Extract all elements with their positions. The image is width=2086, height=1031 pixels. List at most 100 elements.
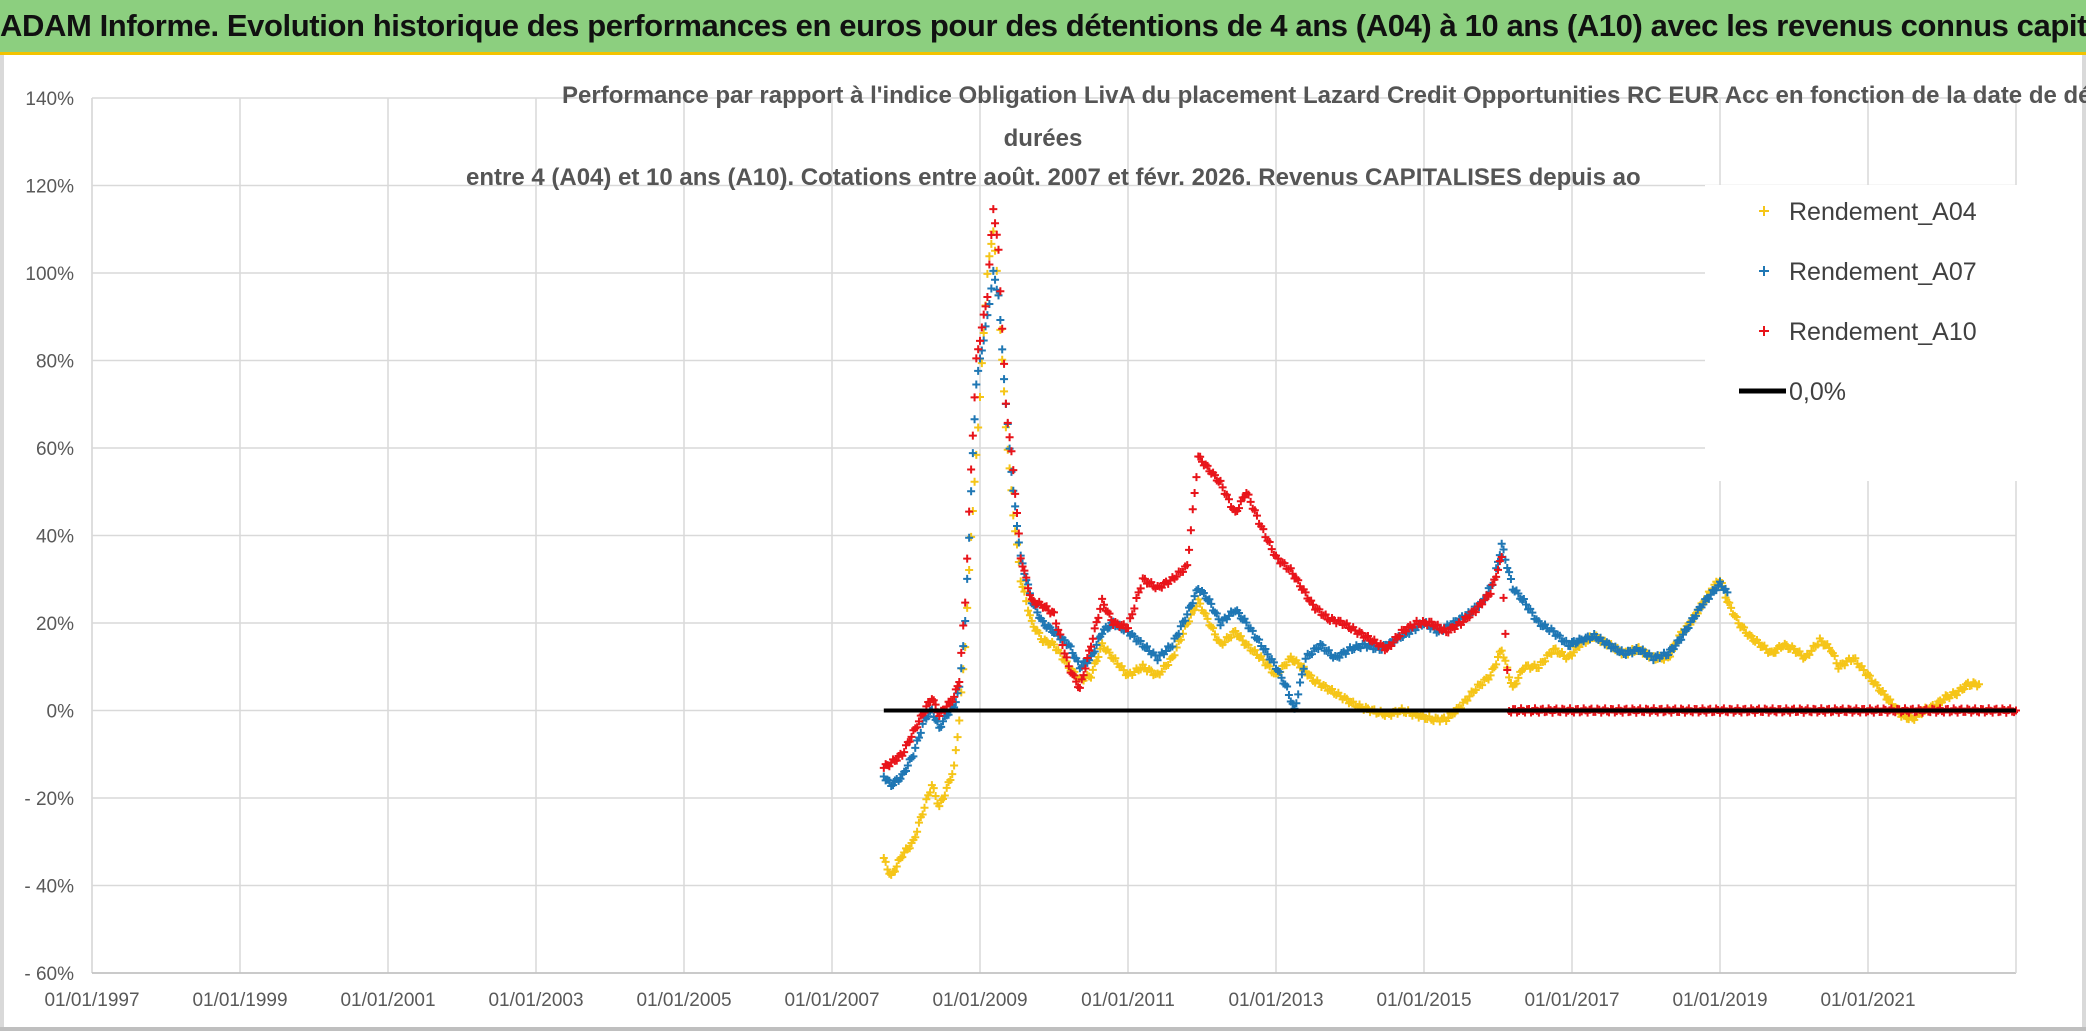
data-point — [1025, 591, 1034, 600]
data-point — [992, 230, 1001, 239]
data-point — [1444, 713, 1453, 722]
data-point — [1196, 599, 1205, 608]
data-point — [1190, 592, 1199, 601]
data-point — [1427, 617, 1436, 626]
x-tick-label: 01/01/2021 — [1820, 990, 1915, 1011]
data-point — [1098, 594, 1107, 603]
data-point — [1488, 580, 1497, 589]
data-point — [1238, 636, 1247, 645]
chart-title: Performance par rapport à l'indice Oblig… — [562, 82, 2086, 109]
data-point — [1016, 577, 1025, 586]
data-point — [1459, 617, 1468, 626]
data-point — [1231, 626, 1240, 635]
data-point — [890, 867, 899, 876]
data-point — [1318, 641, 1327, 650]
data-point — [1210, 471, 1219, 480]
x-tick-label: 01/01/2015 — [1376, 990, 1471, 1011]
data-point — [1207, 599, 1216, 608]
data-point — [1070, 671, 1079, 680]
data-point — [1465, 692, 1474, 701]
data-point — [1244, 640, 1253, 649]
data-point — [1512, 679, 1521, 688]
data-point — [1484, 675, 1493, 684]
data-point — [1130, 604, 1139, 613]
data-point — [1224, 495, 1233, 504]
data-point — [1605, 639, 1613, 648]
data-point — [1147, 666, 1156, 675]
y-tick-label: 80% — [36, 352, 74, 373]
data-point — [1433, 620, 1442, 629]
data-point — [953, 682, 962, 691]
data-point — [1105, 609, 1114, 618]
data-point — [1499, 593, 1508, 602]
data-point — [1754, 638, 1763, 647]
data-point — [1050, 640, 1058, 649]
data-point — [1170, 651, 1179, 660]
data-point — [1134, 588, 1143, 597]
data-point — [1261, 645, 1270, 654]
data-point — [1090, 624, 1099, 633]
data-point — [1267, 545, 1276, 554]
data-point — [1505, 568, 1514, 577]
data-point — [1321, 681, 1330, 690]
data-point — [1143, 642, 1152, 651]
data-point — [1299, 664, 1308, 673]
data-point — [1212, 609, 1221, 618]
data-point — [1068, 648, 1077, 657]
data-point — [994, 291, 1003, 300]
data-point — [967, 465, 976, 474]
data-point — [996, 316, 1005, 325]
data-point — [1088, 665, 1097, 674]
performance-chart: 140% 120% 100% 80% 60% 40% 20% 0% - 20% - 40% - 60… — [24, 82, 2086, 1011]
data-point — [1081, 664, 1090, 673]
data-point — [1732, 613, 1741, 622]
data-point — [1066, 642, 1075, 651]
data-point — [1018, 562, 1027, 571]
data-point — [1671, 641, 1680, 650]
legend-box — [1705, 185, 2035, 481]
data-point — [907, 732, 916, 741]
data-point — [1342, 694, 1351, 703]
data-point — [963, 574, 972, 583]
data-point — [1000, 375, 1009, 384]
x-tick-label: 01/01/2017 — [1524, 990, 1619, 1011]
data-point — [1024, 584, 1033, 593]
data-point — [940, 791, 949, 800]
data-point — [985, 252, 994, 261]
data-point — [994, 245, 1003, 254]
data-point — [1222, 490, 1231, 499]
data-point — [1505, 673, 1514, 682]
legend-label: 0,0% — [1789, 378, 1846, 406]
data-point — [1072, 677, 1081, 686]
data-point — [1321, 610, 1330, 619]
data-point — [1389, 638, 1398, 647]
data-point — [1022, 573, 1031, 582]
data-point — [1203, 614, 1212, 623]
data-point — [1098, 639, 1107, 648]
data-point — [1611, 642, 1620, 651]
right-border — [2082, 55, 2086, 1031]
data-point — [1054, 625, 1063, 634]
data-point — [989, 266, 998, 275]
data-point — [1283, 682, 1292, 691]
data-point — [1349, 697, 1358, 706]
data-point — [1087, 642, 1095, 651]
data-point — [929, 696, 938, 705]
data-point — [1216, 621, 1225, 630]
y-tick-label: 60% — [36, 439, 74, 460]
data-point — [1324, 646, 1333, 655]
data-point — [1492, 660, 1501, 669]
data-point — [1250, 646, 1259, 655]
data-point — [1286, 564, 1295, 573]
data-point — [1499, 545, 1508, 554]
data-point — [1014, 529, 1023, 538]
data-point — [937, 722, 946, 731]
data-point — [1501, 656, 1510, 665]
data-point — [1092, 657, 1101, 666]
data-point — [977, 323, 986, 332]
data-point — [1263, 650, 1272, 659]
data-point — [902, 766, 910, 775]
data-point — [1007, 447, 1016, 456]
data-point — [974, 423, 983, 432]
data-point — [1336, 616, 1345, 625]
